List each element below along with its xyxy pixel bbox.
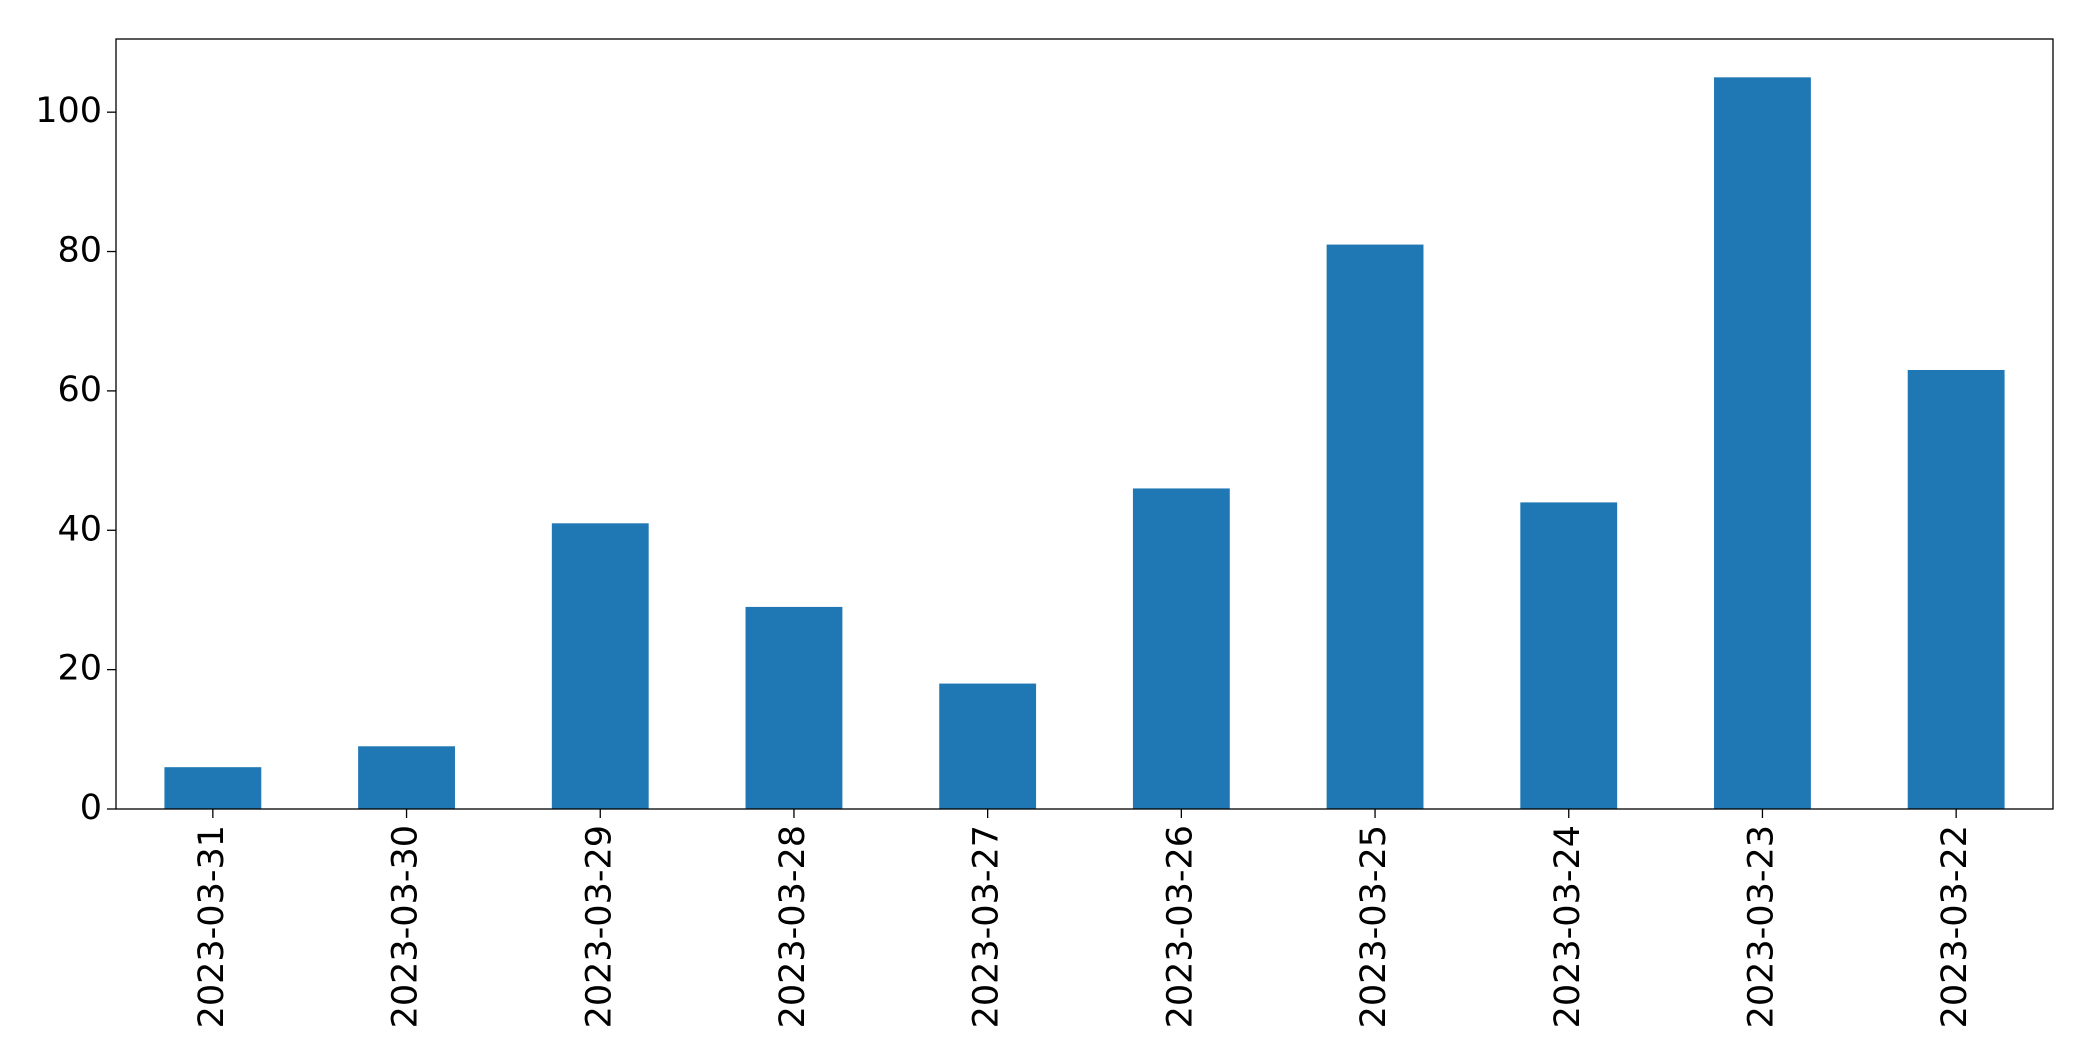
- x-tick-label: 2023-03-22: [1935, 825, 1975, 1028]
- bar: [1326, 244, 1424, 809]
- y-tick-label: 0: [80, 788, 102, 828]
- y-tick-label: 60: [57, 370, 102, 410]
- bar: [939, 683, 1037, 809]
- bar: [745, 606, 843, 809]
- x-tick-label: 2023-03-27: [967, 825, 1007, 1028]
- bar: [1714, 77, 1811, 809]
- x-tick-label: 2023-03-30: [386, 825, 426, 1028]
- x-tick-label: 2023-03-23: [1741, 825, 1781, 1028]
- x-tick-label: 2023-03-29: [579, 825, 619, 1028]
- x-tick-label: 2023-03-28: [773, 825, 813, 1028]
- x-tick-label: 2023-03-26: [1160, 825, 1200, 1028]
- plot-frame: [115, 38, 2054, 810]
- y-tick-label: 20: [57, 649, 102, 689]
- bar: [1907, 369, 2005, 809]
- bar: [358, 746, 455, 809]
- bar: [1132, 488, 1230, 809]
- x-tick-label: 2023-03-25: [1354, 825, 1394, 1028]
- x-tick-label: 2023-03-24: [1548, 825, 1588, 1028]
- y-tick-label: 40: [57, 509, 102, 549]
- bar: [164, 767, 262, 809]
- y-tick-label: 100: [35, 91, 102, 131]
- x-tick-label: 2023-03-31: [192, 825, 232, 1028]
- bar: [1520, 502, 1618, 809]
- y-tick-label: 80: [57, 231, 102, 271]
- bar: [551, 523, 649, 809]
